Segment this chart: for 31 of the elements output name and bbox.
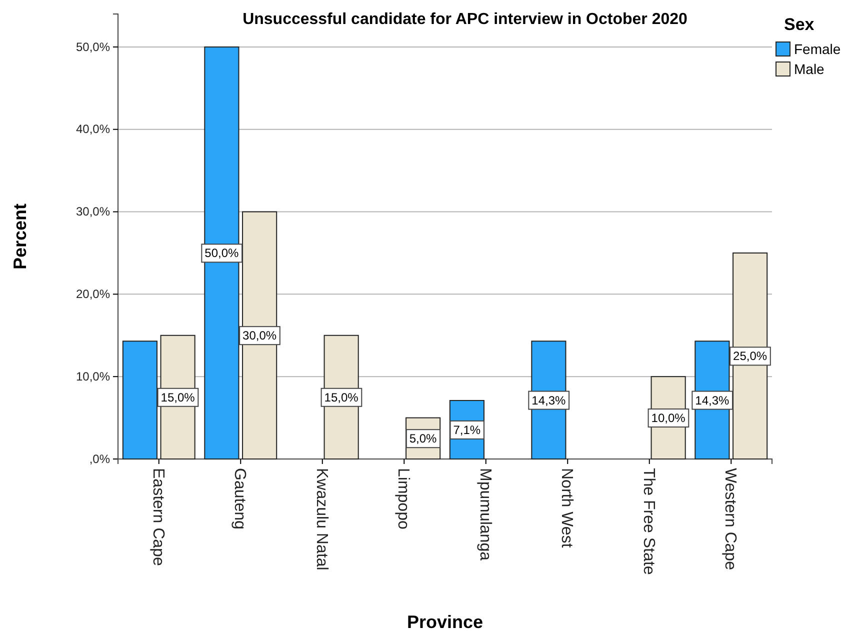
data-label: 50,0% bbox=[204, 246, 240, 260]
y-tick-label: 10,0% bbox=[76, 369, 110, 384]
y-tick-label: ,0% bbox=[89, 452, 110, 466]
y-tick-label: 20,0% bbox=[76, 287, 110, 302]
legend-label: Male bbox=[794, 61, 825, 77]
chart-title: Unsuccessful candidate for APC interview in October 2020 bbox=[242, 11, 688, 28]
y-tick-label: 30,0% bbox=[76, 204, 110, 219]
data-label: 15,0% bbox=[324, 390, 359, 404]
x-tick-label: North West bbox=[558, 468, 576, 548]
x-tick-label: Eastern Cape bbox=[149, 468, 166, 566]
y-tick-label: 50,0% bbox=[76, 40, 110, 54]
bar bbox=[122, 340, 158, 460]
y-axis-title: Percent bbox=[10, 203, 30, 270]
x-axis-title: Province bbox=[406, 612, 484, 631]
x-tick-label: Limpopo bbox=[394, 468, 412, 530]
x-tick-label: Kwazulu Natal bbox=[312, 468, 330, 570]
x-tick-label: The Free State bbox=[640, 468, 657, 575]
data-label: 30,0% bbox=[242, 328, 277, 343]
data-label: 15,0% bbox=[160, 390, 196, 404]
x-tick-label: Western Cape bbox=[722, 468, 739, 570]
legend-label: Female bbox=[794, 41, 841, 57]
data-label: 5,0% bbox=[409, 432, 438, 446]
data-label: 10,0% bbox=[651, 410, 686, 425]
data-label: 7,1% bbox=[453, 422, 481, 437]
data-label: 14,3% bbox=[695, 393, 730, 408]
legend-title: Sex bbox=[784, 15, 815, 34]
data-label: 25,0% bbox=[733, 349, 768, 364]
data-label: 14,3% bbox=[532, 393, 566, 408]
x-tick-label: Gauteng bbox=[231, 468, 248, 530]
x-tick-label: Mpumulanga bbox=[476, 468, 494, 561]
y-tick-label: 40,0% bbox=[76, 122, 110, 136]
